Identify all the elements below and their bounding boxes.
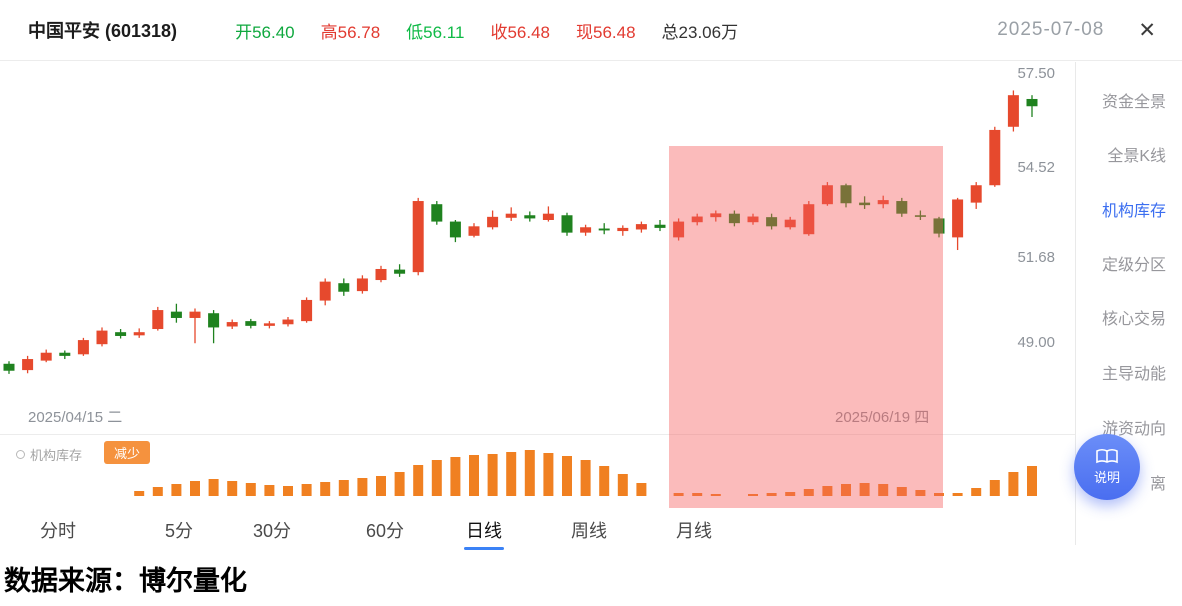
- candlestick-canvas[interactable]: [0, 62, 1075, 435]
- inventory-subchart[interactable]: 机构库存 减少: [0, 436, 1075, 508]
- kline-chart-area[interactable]: 57.50 54.52 51.68 49.00 2025/04/15 二 202…: [0, 62, 1075, 435]
- period-tabbar: 分时 5分 30分 60分 日线 周线 月线: [0, 508, 1075, 550]
- price-axis-label: 57.50: [1017, 65, 1055, 83]
- sidebar-item-panorama-kline[interactable]: 全景K线: [1107, 148, 1166, 165]
- sidebar-item-dominant-momentum[interactable]: 主导动能: [1101, 366, 1166, 383]
- help-button[interactable]: 说明: [1074, 434, 1140, 500]
- indicator-label: 机构库存: [16, 445, 82, 464]
- tab-daily[interactable]: 日线: [464, 517, 504, 550]
- stat-open: 开56.40: [235, 22, 295, 42]
- stat-high: 高56.78: [320, 22, 381, 42]
- indicator-ring-icon: [16, 450, 25, 459]
- sidebar-item-partial[interactable]: 离: [1149, 476, 1166, 493]
- tab-weekly[interactable]: 周线: [571, 521, 607, 541]
- stat-current: 现56.48: [575, 22, 636, 42]
- tab-monthly[interactable]: 月线: [676, 521, 712, 541]
- header-bar: 中国平安 (601318) 开56.40 高56.78 低56.11 收56.4…: [0, 0, 1182, 61]
- sidebar-item-fund-overview[interactable]: 资金全景: [1101, 94, 1166, 111]
- price-axis-label: 54.52: [1017, 159, 1055, 177]
- data-source-text: 数据来源：博尔量化: [4, 566, 247, 596]
- axis-date-left: 2025/04/15 二: [28, 409, 123, 426]
- price-axis-label: 49.00: [1017, 333, 1055, 351]
- close-icon[interactable]: ✕: [1138, 18, 1156, 42]
- tab-fenshi[interactable]: 分时: [40, 521, 76, 541]
- quote-stats: 开56.40 高56.78 低56.11 收56.48 现56.48 总23.0…: [235, 18, 738, 43]
- axis-date-region: 2025/06/19 四: [835, 409, 930, 426]
- sidebar-item-core-trading[interactable]: 核心交易: [1101, 311, 1166, 328]
- inventory-histogram[interactable]: [0, 444, 1075, 496]
- header-date: 2025-07-08: [997, 19, 1105, 40]
- page-title: 中国平安 (601318): [28, 21, 178, 41]
- price-axis-label: 51.68: [1017, 248, 1055, 266]
- status-badge: 减少: [104, 441, 151, 464]
- stat-close: 收56.48: [490, 22, 550, 42]
- sidebar-divider: [1075, 62, 1076, 545]
- sidebar-item-institution-inventory[interactable]: 机构库存: [1101, 203, 1166, 220]
- tab-30min[interactable]: 30分: [253, 521, 292, 541]
- sidebar-item-grading-zone[interactable]: 定级分区: [1101, 257, 1166, 274]
- stat-volume: 总23.06万: [661, 22, 739, 42]
- open-book-icon: [1096, 448, 1118, 464]
- stat-low: 低56.11: [406, 22, 465, 42]
- tab-5min[interactable]: 5分: [165, 521, 194, 541]
- sidebar-item-hot-money[interactable]: 游资动向: [1101, 421, 1166, 438]
- tab-60min[interactable]: 60分: [366, 521, 405, 541]
